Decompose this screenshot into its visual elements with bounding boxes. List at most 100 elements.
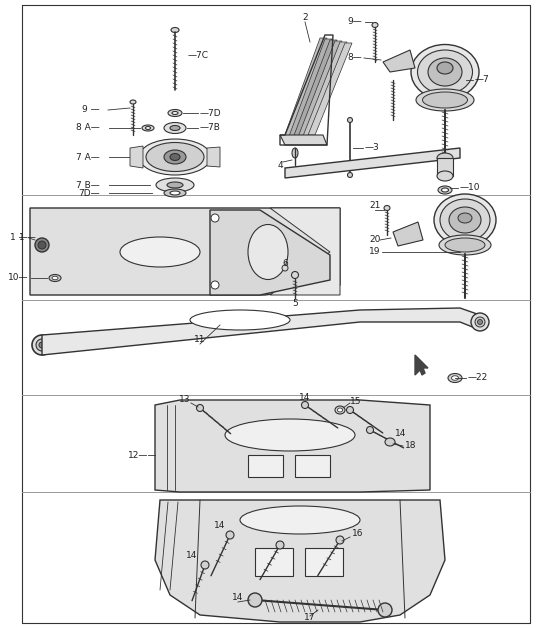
Ellipse shape xyxy=(437,62,453,74)
Ellipse shape xyxy=(348,117,353,122)
Ellipse shape xyxy=(172,112,178,114)
Ellipse shape xyxy=(292,148,298,158)
Text: 9—: 9— xyxy=(347,18,362,26)
Polygon shape xyxy=(30,208,340,295)
Text: 2: 2 xyxy=(302,13,308,23)
Polygon shape xyxy=(155,500,445,622)
Text: —7: —7 xyxy=(475,75,490,85)
Ellipse shape xyxy=(139,139,211,175)
Text: 17: 17 xyxy=(304,614,316,622)
Polygon shape xyxy=(283,38,327,140)
Text: 7 A—: 7 A— xyxy=(76,153,100,161)
Ellipse shape xyxy=(336,536,344,544)
Text: —7D: —7D xyxy=(200,109,222,117)
Ellipse shape xyxy=(171,28,179,33)
Ellipse shape xyxy=(130,100,136,104)
Polygon shape xyxy=(308,43,352,135)
Ellipse shape xyxy=(416,89,474,111)
Ellipse shape xyxy=(439,235,491,255)
Polygon shape xyxy=(207,147,220,167)
Ellipse shape xyxy=(422,92,468,108)
Text: 1 —: 1 — xyxy=(19,234,36,242)
Text: —7B: —7B xyxy=(200,124,221,133)
Ellipse shape xyxy=(385,438,395,446)
Polygon shape xyxy=(293,40,337,138)
Ellipse shape xyxy=(120,237,200,267)
Ellipse shape xyxy=(52,276,58,279)
Polygon shape xyxy=(393,222,423,246)
Bar xyxy=(255,548,293,576)
Bar xyxy=(305,548,343,576)
Ellipse shape xyxy=(36,339,48,351)
Ellipse shape xyxy=(440,199,490,241)
Text: 18: 18 xyxy=(405,441,416,450)
Ellipse shape xyxy=(164,150,186,164)
Text: 8 A—: 8 A— xyxy=(76,124,100,133)
Text: 15: 15 xyxy=(350,398,361,406)
Ellipse shape xyxy=(378,603,392,617)
Text: 16: 16 xyxy=(352,529,364,538)
Bar xyxy=(248,455,283,477)
Ellipse shape xyxy=(35,238,49,252)
Ellipse shape xyxy=(170,191,180,195)
Text: —7C: —7C xyxy=(188,50,209,60)
Text: 4: 4 xyxy=(277,161,283,170)
Text: —22: —22 xyxy=(468,374,488,382)
Ellipse shape xyxy=(197,404,203,411)
Text: 11: 11 xyxy=(194,335,206,345)
Ellipse shape xyxy=(248,224,288,279)
Ellipse shape xyxy=(225,419,355,451)
Ellipse shape xyxy=(458,213,472,223)
Ellipse shape xyxy=(142,125,154,131)
Ellipse shape xyxy=(211,214,219,222)
Text: 21: 21 xyxy=(370,202,381,210)
Ellipse shape xyxy=(32,335,52,355)
Ellipse shape xyxy=(428,58,462,86)
Ellipse shape xyxy=(437,171,453,181)
Text: 19: 19 xyxy=(370,247,381,256)
Polygon shape xyxy=(383,50,415,72)
Text: —10: —10 xyxy=(460,183,481,193)
Ellipse shape xyxy=(211,281,219,289)
Ellipse shape xyxy=(226,531,234,539)
Ellipse shape xyxy=(417,50,473,94)
Text: 8—: 8— xyxy=(347,53,362,63)
Ellipse shape xyxy=(445,238,485,252)
Ellipse shape xyxy=(451,376,458,380)
Bar xyxy=(295,455,330,477)
Ellipse shape xyxy=(164,122,186,134)
Text: 6: 6 xyxy=(282,259,288,269)
Text: 13: 13 xyxy=(179,396,191,404)
Ellipse shape xyxy=(49,274,61,281)
Polygon shape xyxy=(303,42,347,136)
Ellipse shape xyxy=(372,23,378,28)
Text: 20: 20 xyxy=(370,236,381,244)
Ellipse shape xyxy=(384,205,390,210)
Ellipse shape xyxy=(190,310,290,330)
Ellipse shape xyxy=(38,241,46,249)
Polygon shape xyxy=(298,41,342,137)
Ellipse shape xyxy=(168,109,182,117)
Ellipse shape xyxy=(475,317,485,327)
Bar xyxy=(437,158,453,176)
Polygon shape xyxy=(280,135,327,145)
Polygon shape xyxy=(42,308,480,355)
Ellipse shape xyxy=(471,313,489,331)
Ellipse shape xyxy=(170,153,180,161)
Ellipse shape xyxy=(301,401,308,408)
Ellipse shape xyxy=(438,186,452,194)
Polygon shape xyxy=(210,210,330,295)
Ellipse shape xyxy=(156,178,194,192)
Text: 10—: 10— xyxy=(8,274,28,283)
Ellipse shape xyxy=(434,194,496,246)
Ellipse shape xyxy=(164,189,186,197)
Ellipse shape xyxy=(348,173,353,178)
Ellipse shape xyxy=(335,406,345,414)
Text: 14: 14 xyxy=(395,430,407,438)
Ellipse shape xyxy=(170,126,180,131)
Ellipse shape xyxy=(282,265,288,271)
Ellipse shape xyxy=(366,426,373,433)
Ellipse shape xyxy=(411,45,479,99)
Text: 7 B—: 7 B— xyxy=(76,180,100,190)
Ellipse shape xyxy=(39,342,45,348)
